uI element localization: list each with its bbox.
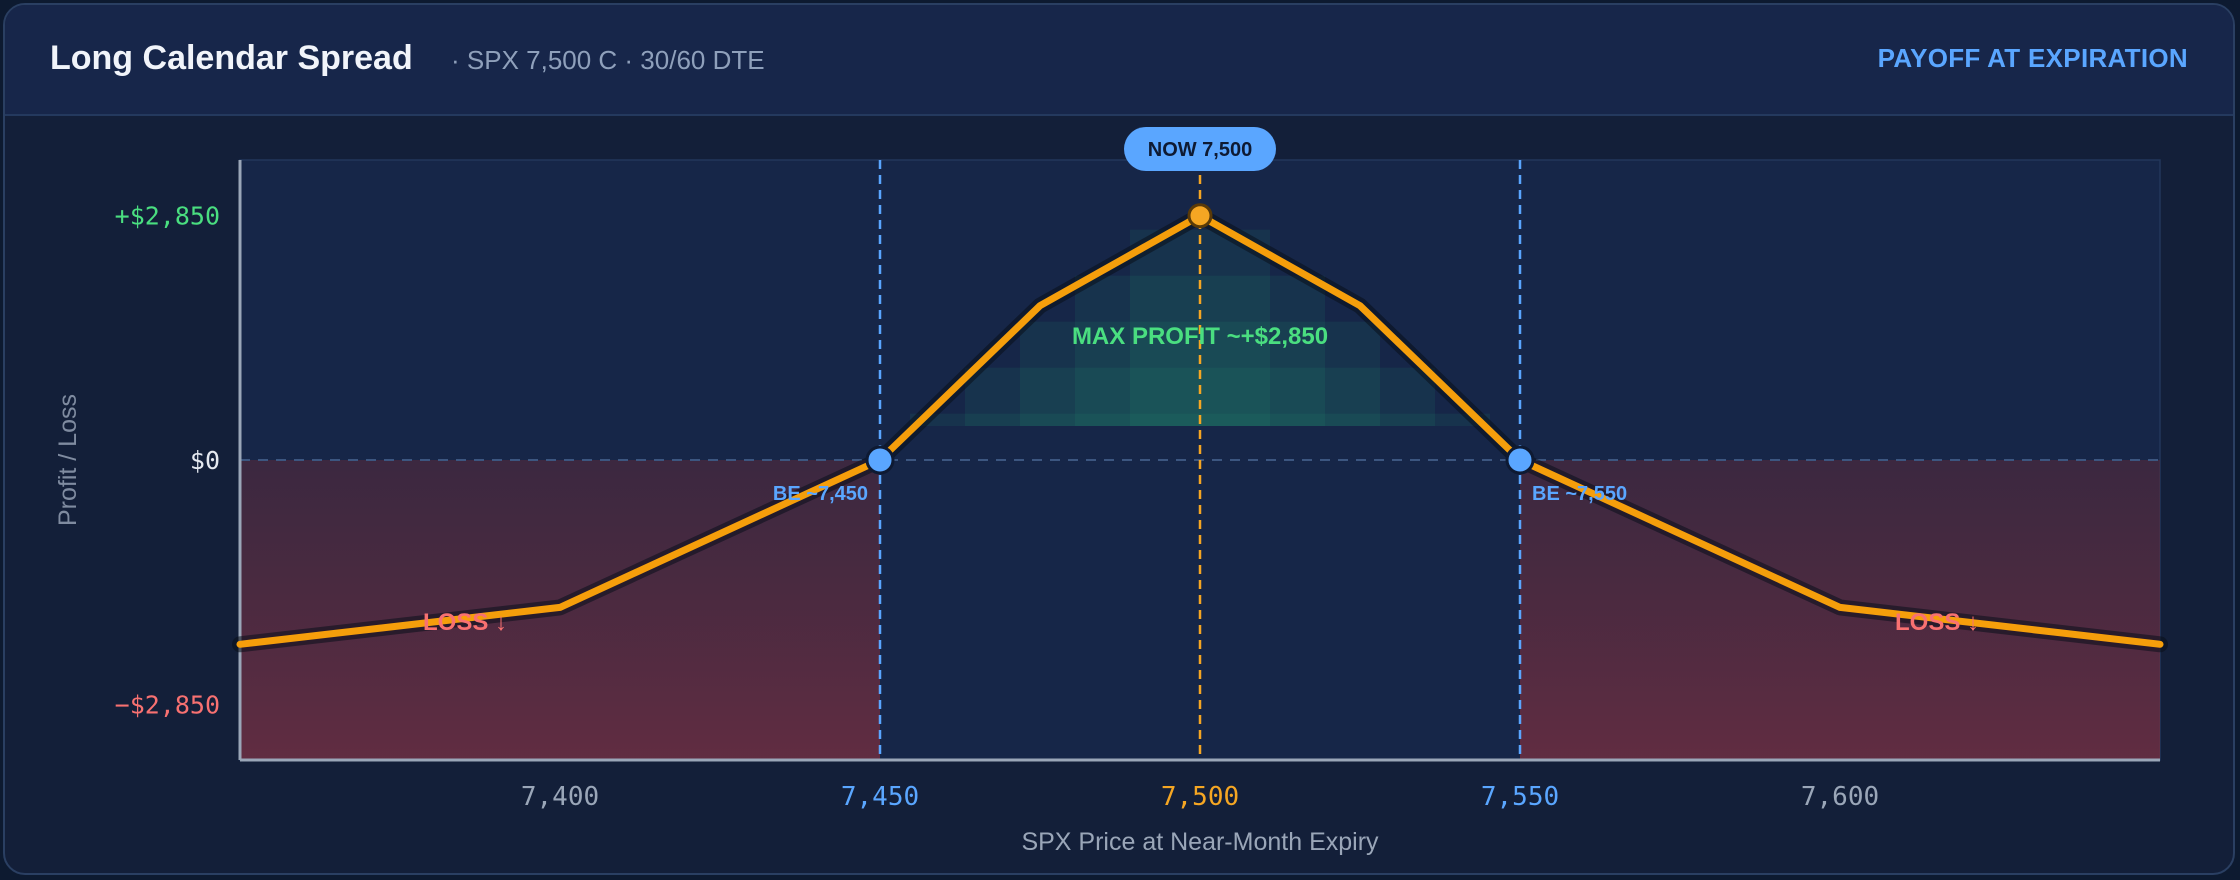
y-tick-label: −$2,850 [115,690,220,719]
loss-label-right: LOSS ↓ [1895,609,1979,636]
y-tick-label: +$2,850 [115,202,220,231]
x-tick-label: 7,500 [1161,782,1239,812]
x-tick-label: 7,400 [521,782,599,812]
payoff-tag: PAYOFF AT EXPIRATION [1877,43,2188,73]
y-axis-title: Profit / Loss [54,394,82,526]
breakeven-label-right: BE ~7,550 [1532,483,1627,505]
breakeven-label-left: BE ~7,450 [773,483,868,505]
x-axis-title: SPX Price at Near-Month Expiry [1021,828,1379,856]
breakeven-point [865,445,895,475]
x-tick-label: 7,600 [1801,782,1879,812]
x-tick-label: 7,550 [1481,782,1559,812]
max-profit-label: MAX PROFIT ~+$2,850 [1072,323,1328,350]
chart-title: Long Calendar Spread [50,39,413,77]
chart-subtitle: · SPX 7,500 C · 30/60 DTE [451,45,765,75]
max-profit-point [1187,203,1213,229]
y-tick-label: $0 [190,446,220,475]
breakeven-point [1505,445,1535,475]
now-pill [1124,127,1276,171]
loss-label-left: LOSS ↓ [423,609,507,636]
x-tick-label: 7,450 [841,782,919,812]
now-label: NOW 7,500 [1148,139,1252,161]
card-header: Long Calendar Spread · SPX 7,500 C · 30/… [5,5,2233,116]
